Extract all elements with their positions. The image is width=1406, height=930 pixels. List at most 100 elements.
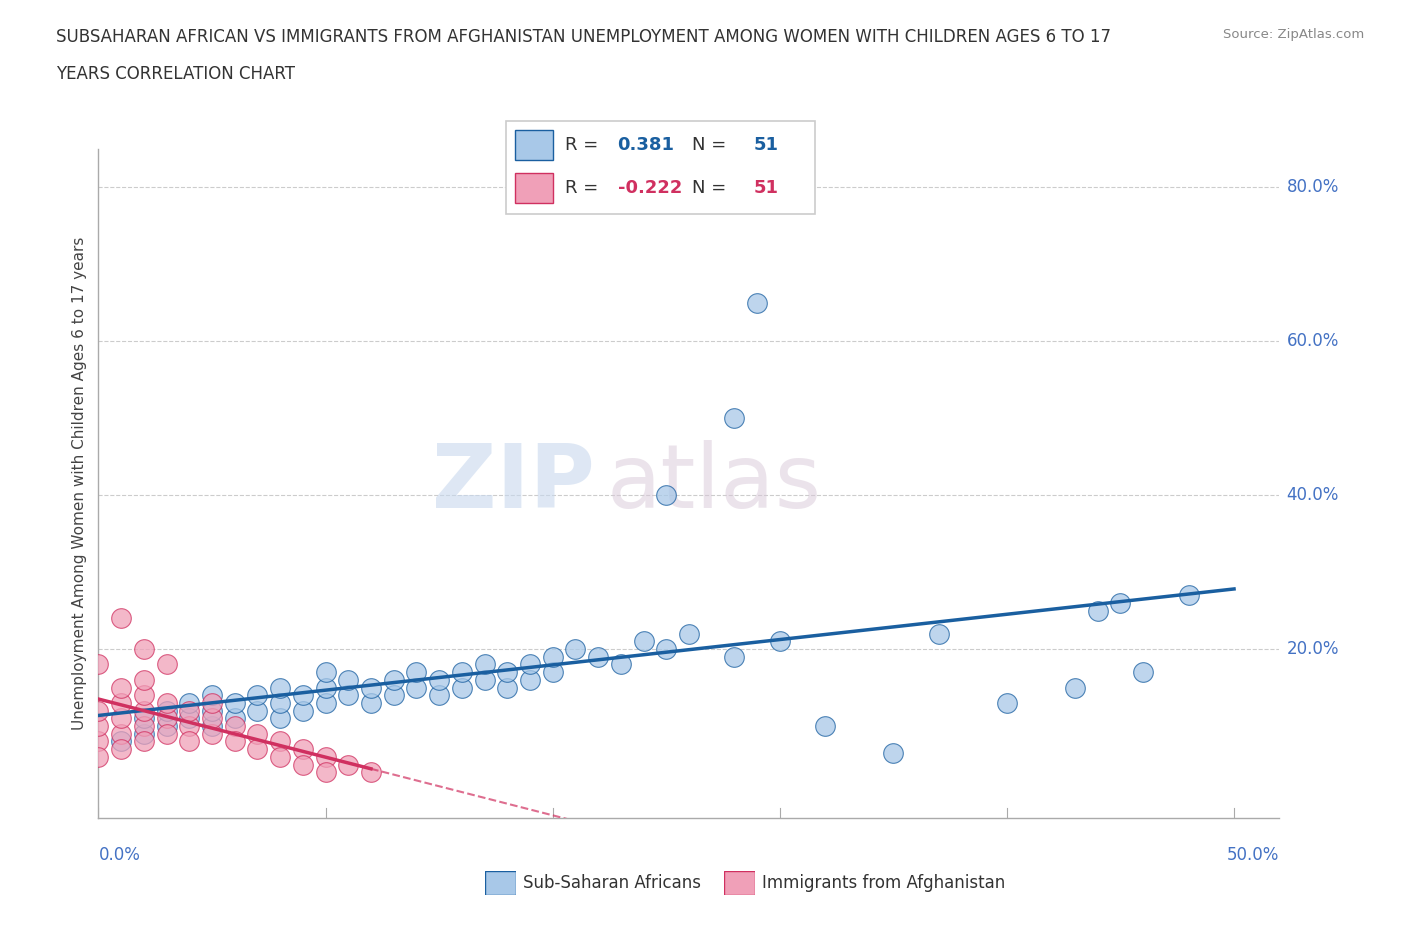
Text: Sub-Saharan Africans: Sub-Saharan Africans: [523, 873, 702, 892]
Point: [201, 696, 224, 711]
Point: [564, 642, 586, 657]
Point: [723, 649, 745, 664]
Point: [132, 672, 155, 687]
Point: [814, 719, 837, 734]
Point: [745, 296, 768, 311]
Point: [360, 764, 382, 779]
Point: [427, 688, 450, 703]
Point: [655, 487, 678, 502]
Point: [179, 696, 201, 711]
Point: [610, 657, 633, 671]
Text: SUBSAHARAN AFRICAN VS IMMIGRANTS FROM AFGHANISTAN UNEMPLOYMENT AMONG WOMEN WITH : SUBSAHARAN AFRICAN VS IMMIGRANTS FROM AF…: [56, 28, 1111, 46]
Text: R =: R =: [565, 136, 605, 154]
Point: [201, 711, 224, 725]
Point: [1109, 595, 1132, 610]
Point: [269, 696, 291, 711]
Point: [541, 649, 564, 664]
Point: [405, 665, 427, 680]
Point: [132, 719, 155, 734]
Point: [201, 703, 224, 718]
Point: [337, 757, 360, 772]
Point: [382, 672, 405, 687]
Point: [132, 726, 155, 741]
Point: [496, 665, 519, 680]
Point: [450, 665, 472, 680]
Point: [337, 672, 360, 687]
Point: [110, 734, 132, 749]
Point: [769, 634, 792, 649]
Point: [179, 703, 201, 718]
FancyBboxPatch shape: [516, 173, 553, 203]
Point: [201, 719, 224, 734]
Point: [586, 649, 609, 664]
Point: [132, 688, 155, 703]
Point: [155, 711, 177, 725]
Point: [224, 696, 246, 711]
Point: [132, 703, 155, 718]
Point: [337, 688, 360, 703]
Point: [496, 680, 519, 695]
Point: [995, 696, 1018, 711]
Point: [269, 711, 291, 725]
Point: [201, 726, 224, 741]
Point: [132, 711, 155, 725]
Point: [723, 411, 745, 426]
Point: [678, 626, 700, 641]
Point: [155, 696, 177, 711]
Point: [655, 642, 678, 657]
Point: [269, 750, 291, 764]
Point: [110, 711, 132, 725]
Point: [1064, 680, 1087, 695]
Point: [450, 680, 472, 695]
Point: [360, 680, 382, 695]
Point: [87, 703, 110, 718]
Point: [110, 680, 132, 695]
Point: [405, 680, 427, 695]
Point: [633, 634, 655, 649]
Text: 0.0%: 0.0%: [98, 846, 141, 864]
Text: 51: 51: [754, 179, 779, 197]
Point: [1177, 588, 1199, 603]
Point: [87, 719, 110, 734]
Point: [519, 672, 541, 687]
Text: 60.0%: 60.0%: [1286, 332, 1339, 351]
Text: Immigrants from Afghanistan: Immigrants from Afghanistan: [762, 873, 1005, 892]
Text: -0.222: -0.222: [617, 179, 682, 197]
Point: [382, 688, 405, 703]
Point: [201, 688, 224, 703]
Text: N =: N =: [692, 136, 731, 154]
Text: R =: R =: [565, 179, 605, 197]
Text: 80.0%: 80.0%: [1286, 179, 1339, 196]
Point: [315, 696, 337, 711]
Point: [474, 672, 496, 687]
Point: [1087, 604, 1109, 618]
Point: [87, 734, 110, 749]
Point: [1132, 665, 1154, 680]
Point: [474, 657, 496, 671]
FancyBboxPatch shape: [516, 130, 553, 160]
Point: [315, 665, 337, 680]
Point: [224, 711, 246, 725]
Point: [155, 726, 177, 741]
Point: [246, 703, 269, 718]
Point: [87, 750, 110, 764]
Point: [110, 726, 132, 741]
Point: [155, 657, 177, 671]
Point: [179, 719, 201, 734]
Text: 0.381: 0.381: [617, 136, 675, 154]
Point: [291, 742, 314, 757]
Point: [315, 680, 337, 695]
Point: [87, 657, 110, 671]
Point: [224, 719, 246, 734]
Point: [246, 688, 269, 703]
Point: [519, 657, 541, 671]
Point: [224, 734, 246, 749]
Point: [110, 742, 132, 757]
Point: [179, 734, 201, 749]
Text: 50.0%: 50.0%: [1227, 846, 1279, 864]
Text: Source: ZipAtlas.com: Source: ZipAtlas.com: [1223, 28, 1364, 41]
Point: [315, 750, 337, 764]
Y-axis label: Unemployment Among Women with Children Ages 6 to 17 years: Unemployment Among Women with Children A…: [72, 237, 87, 730]
FancyBboxPatch shape: [506, 121, 815, 214]
Point: [291, 703, 314, 718]
